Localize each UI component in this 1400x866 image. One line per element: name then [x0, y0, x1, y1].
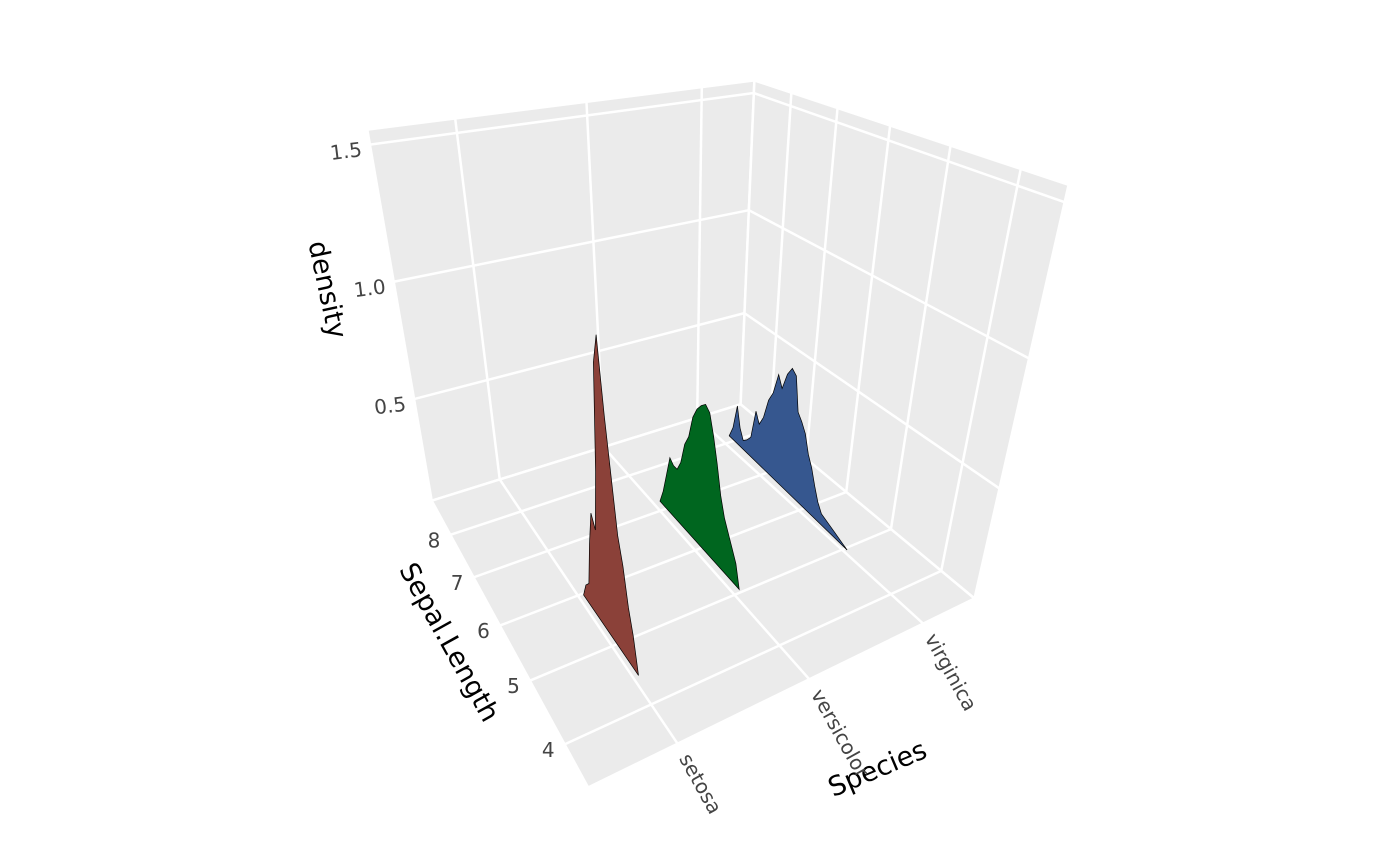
grid-line — [413, 311, 745, 401]
x-tick-label: virginica — [920, 629, 982, 715]
grid-line — [804, 107, 839, 459]
density-ridge — [583, 334, 639, 676]
grid-line — [695, 87, 704, 418]
y-tick-label: 8 — [428, 528, 441, 552]
z-tick-label: 0.5 — [373, 392, 408, 420]
grid-line — [393, 208, 750, 283]
grid-line — [844, 125, 892, 493]
z-axis-title: density — [302, 238, 353, 341]
grid-line — [889, 145, 952, 530]
grid-line — [696, 416, 925, 625]
z-tick-label: 1.0 — [352, 274, 387, 302]
x-tick-label: setosa — [674, 749, 727, 818]
grid-line — [473, 457, 807, 579]
grid-line — [753, 91, 1066, 204]
grid-line — [743, 312, 1001, 490]
grid-line — [498, 478, 679, 745]
grid-line — [369, 91, 754, 146]
grid-line — [940, 168, 1022, 572]
y-tick-label: 4 — [542, 738, 555, 762]
y-tick-label: 6 — [477, 619, 490, 643]
grid-line — [602, 446, 811, 681]
grid-line — [564, 569, 942, 746]
grid-line — [499, 490, 847, 627]
grid-line — [768, 92, 793, 429]
y-tick-label: 5 — [507, 674, 520, 698]
grid-line — [453, 118, 501, 480]
plane — [429, 402, 977, 790]
grid-line — [748, 209, 1030, 360]
density-ridge — [728, 367, 848, 551]
y-tick-label: 7 — [451, 571, 464, 595]
grid-line — [529, 528, 892, 682]
z-tick-label: 1.5 — [329, 137, 364, 165]
density-ridge — [659, 403, 740, 591]
